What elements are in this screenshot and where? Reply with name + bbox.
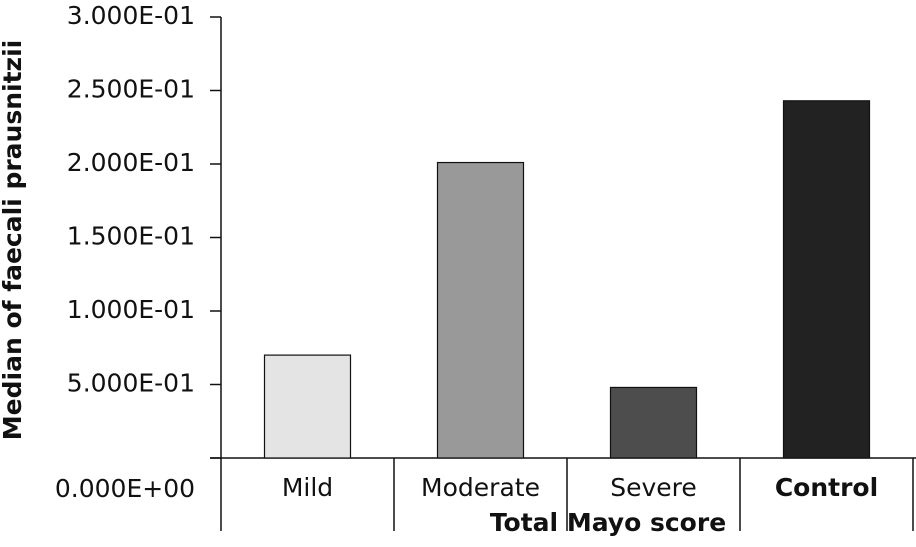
y-tick-label: 0.000E+00 (55, 474, 195, 503)
x-tick-label: Control (775, 473, 878, 502)
bar (782, 100, 871, 459)
y-axis-title: Median of faecali prausnitzii (0, 40, 27, 440)
x-tick-label: Severe (610, 473, 697, 502)
bar (263, 354, 352, 459)
y-tick-label: 1.500E-01 (67, 222, 195, 251)
bar (609, 386, 698, 459)
y-tick-label: 1.000E-01 (67, 295, 195, 324)
bar (436, 161, 525, 459)
y-tick-label: 2.500E-01 (67, 75, 195, 104)
x-tick-label: Mild (282, 473, 333, 502)
x-axis-title: Total Mayo score (490, 508, 726, 537)
y-tick-label: 3.000E-01 (67, 1, 195, 30)
y-tick-label: 2.000E-01 (67, 148, 195, 177)
x-tick-label: Moderate (421, 473, 540, 502)
y-tick-label: 5.000E-01 (67, 369, 195, 398)
